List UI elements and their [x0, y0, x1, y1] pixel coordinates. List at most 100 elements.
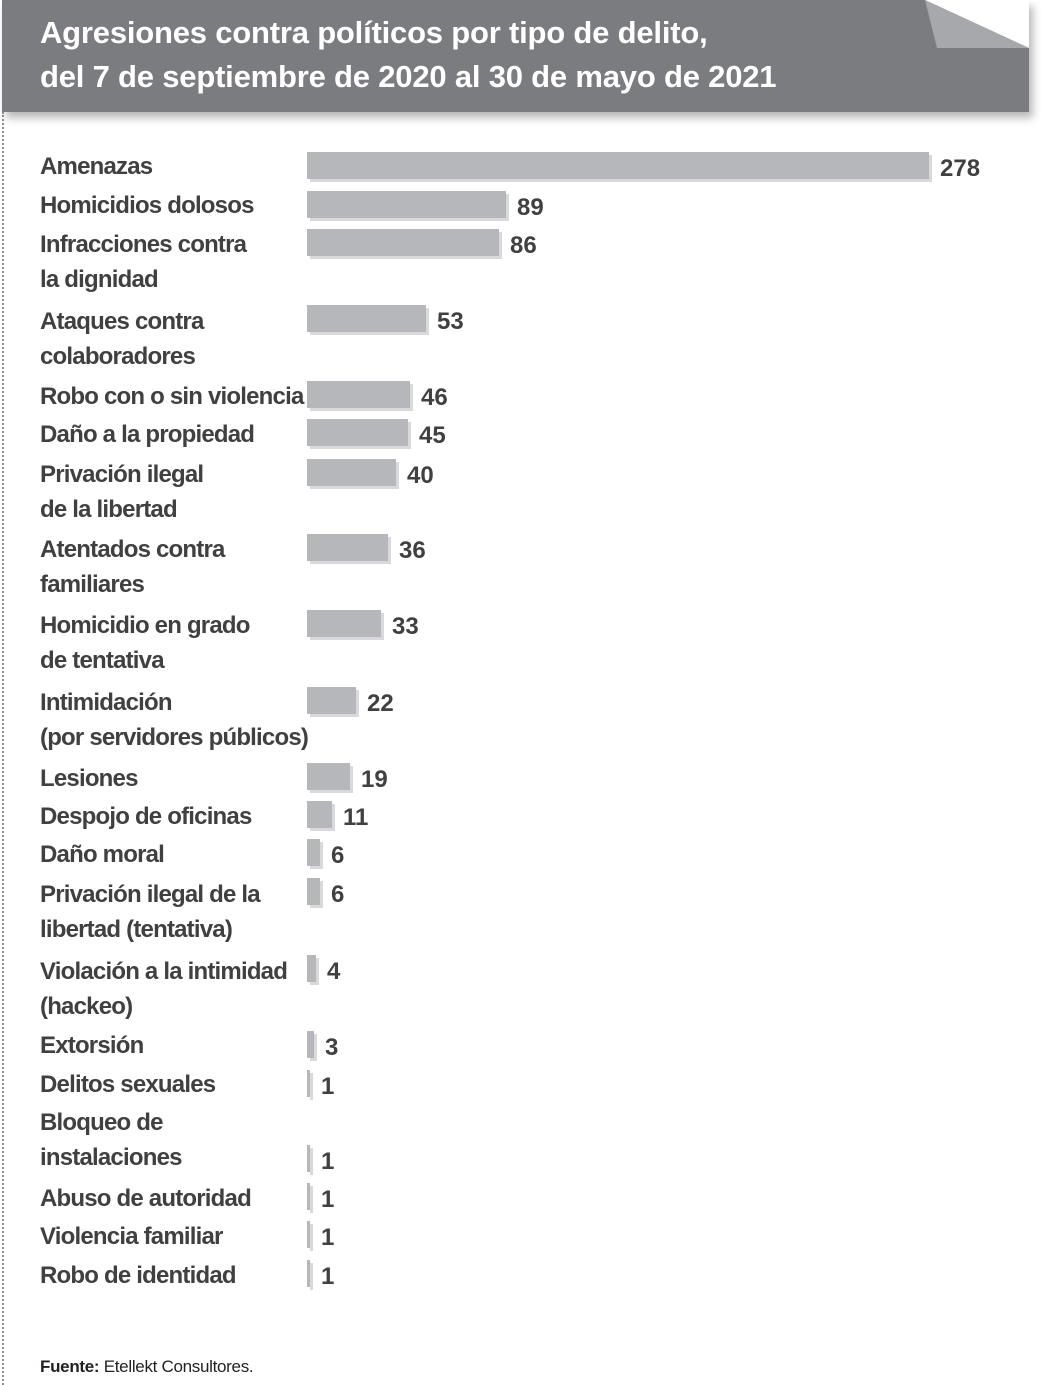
category-label-line: Intimidación	[40, 689, 172, 716]
bar-13	[307, 878, 320, 905]
category-label-2: Infracciones contra la dignidad	[40, 231, 248, 293]
source-label: Fuente:	[40, 1357, 100, 1376]
value-label-19: 1	[321, 1224, 334, 1251]
category-label-4: Robo con o sin violencia	[40, 383, 305, 410]
category-label-line: Homicidio en grado	[40, 612, 250, 639]
category-label-line: Extorsión	[40, 1032, 144, 1059]
category-label-15: Extorsión	[40, 1032, 144, 1059]
value-label-1: 89	[517, 194, 544, 221]
chart-title-line-1: Agresiones contra políticos por tipo de …	[40, 15, 708, 50]
bar-1	[307, 191, 506, 218]
category-label-line: familiares	[40, 571, 145, 598]
category-label-line: Infracciones contra	[40, 231, 248, 258]
category-label-line: de la libertad	[40, 496, 177, 523]
value-label-18: 1	[321, 1186, 334, 1213]
category-label-9: Intimidación (por servidores públicos)	[40, 689, 308, 751]
category-label-line: Daño moral	[40, 841, 164, 868]
value-label-14: 4	[327, 958, 341, 985]
chart-title-line-2: del 7 de septiembre de 2020 al 30 de may…	[40, 59, 777, 94]
value-label-15: 3	[325, 1034, 338, 1061]
value-label-11: 11	[343, 804, 368, 831]
category-label-18: Abuso de autoridad	[40, 1185, 251, 1212]
category-label-line: la dignidad	[40, 266, 158, 293]
category-label-line: Bloqueo de	[40, 1109, 163, 1136]
bar-17	[307, 1145, 310, 1172]
category-label-line: Violencia familiar	[40, 1223, 223, 1250]
source-text: Etellekt Consultores.	[99, 1357, 254, 1376]
category-label-19: Violencia familiar	[40, 1223, 223, 1250]
value-label-17: 1	[321, 1148, 334, 1175]
bar-6	[307, 459, 396, 486]
category-label-line: de tentativa	[40, 647, 165, 674]
value-label-0: 278	[940, 155, 980, 182]
page-fold-flap	[925, 0, 1029, 48]
bar-5	[307, 419, 408, 446]
bar-8	[307, 610, 381, 637]
category-label-line: Amenazas	[40, 153, 153, 180]
value-label-13: 6	[331, 881, 344, 908]
bar-11	[307, 801, 332, 828]
category-label-5: Daño a la propiedad	[40, 421, 254, 448]
bar-14	[307, 955, 316, 982]
category-labels-layer: Amenazas Homicidios dolosos Infracciones c…	[40, 153, 309, 1289]
category-label-13: Privación ilegal de la libertad (tentativ…	[40, 881, 261, 943]
category-label-6: Privación ilegal de la libertad	[40, 461, 203, 523]
category-label-3: Ataques contra colaboradores	[40, 308, 205, 370]
category-label-line: Privación ilegal	[40, 461, 203, 488]
category-label-line: Robo con o sin violencia	[40, 383, 305, 410]
category-label-10: Lesiones	[40, 765, 138, 792]
category-label-12: Daño moral	[40, 841, 164, 868]
chart-header: Agresiones contra políticos por tipo de …	[2, 0, 1029, 112]
bar-12	[307, 839, 320, 866]
category-label-8: Homicidio en grado de tentativa	[40, 612, 250, 674]
bar-19	[307, 1221, 310, 1248]
category-label-17: Bloqueo de instalaciones	[40, 1109, 182, 1171]
category-label-line: Despojo de oficinas	[40, 803, 252, 830]
category-label-11: Despojo de oficinas	[40, 803, 252, 830]
bar-shadow	[310, 1263, 313, 1290]
category-label-line: colaboradores	[40, 343, 195, 370]
value-label-3: 53	[437, 308, 464, 335]
category-label-line: Atentados contra	[40, 536, 226, 563]
bar-16	[307, 1070, 310, 1097]
bar-18	[307, 1183, 310, 1210]
bar-7	[307, 534, 388, 561]
category-label-line: Homicidios dolosos	[40, 192, 254, 219]
category-label-line: Abuso de autoridad	[40, 1185, 251, 1212]
value-label-10: 19	[361, 766, 388, 793]
category-label-line: Lesiones	[40, 765, 138, 792]
bars-layer	[307, 152, 932, 1290]
category-label-0: Amenazas	[40, 153, 153, 180]
category-label-20: Robo de identidad	[40, 1262, 236, 1289]
category-label-7: Atentados contra familiares	[40, 536, 226, 598]
category-label-line: Violación a la intimidad	[40, 958, 287, 985]
category-label-line: Daño a la propiedad	[40, 421, 254, 448]
source-note: Fuente: Etellekt Consultores.	[40, 1357, 254, 1377]
category-label-line: Robo de identidad	[40, 1262, 236, 1289]
category-label-line: Ataques contra	[40, 308, 205, 335]
bar-20	[307, 1260, 310, 1287]
value-label-20: 1	[321, 1263, 334, 1290]
category-label-1: Homicidios dolosos	[40, 192, 254, 219]
category-label-line: (hackeo)	[40, 993, 132, 1020]
bar-15	[307, 1031, 314, 1058]
bar-4	[307, 381, 410, 408]
value-label-6: 40	[407, 462, 434, 489]
value-label-2: 86	[510, 232, 537, 259]
category-label-line: (por servidores públicos)	[40, 724, 308, 751]
category-label-16: Delitos sexuales	[40, 1071, 216, 1098]
category-label-line: instalaciones	[40, 1144, 182, 1171]
value-label-16: 1	[321, 1073, 334, 1100]
bar-9	[307, 687, 356, 714]
bar-10	[307, 763, 350, 790]
bar-shadow	[310, 1073, 313, 1100]
category-label-line: Privación ilegal de la	[40, 881, 261, 908]
value-label-12: 6	[331, 842, 344, 869]
bar-shadow	[310, 1224, 313, 1251]
bar-0	[307, 152, 929, 179]
category-label-14: Violación a la intimidad (hackeo)	[40, 958, 287, 1020]
category-label-line: Delitos sexuales	[40, 1071, 216, 1098]
value-label-5: 45	[419, 422, 446, 449]
